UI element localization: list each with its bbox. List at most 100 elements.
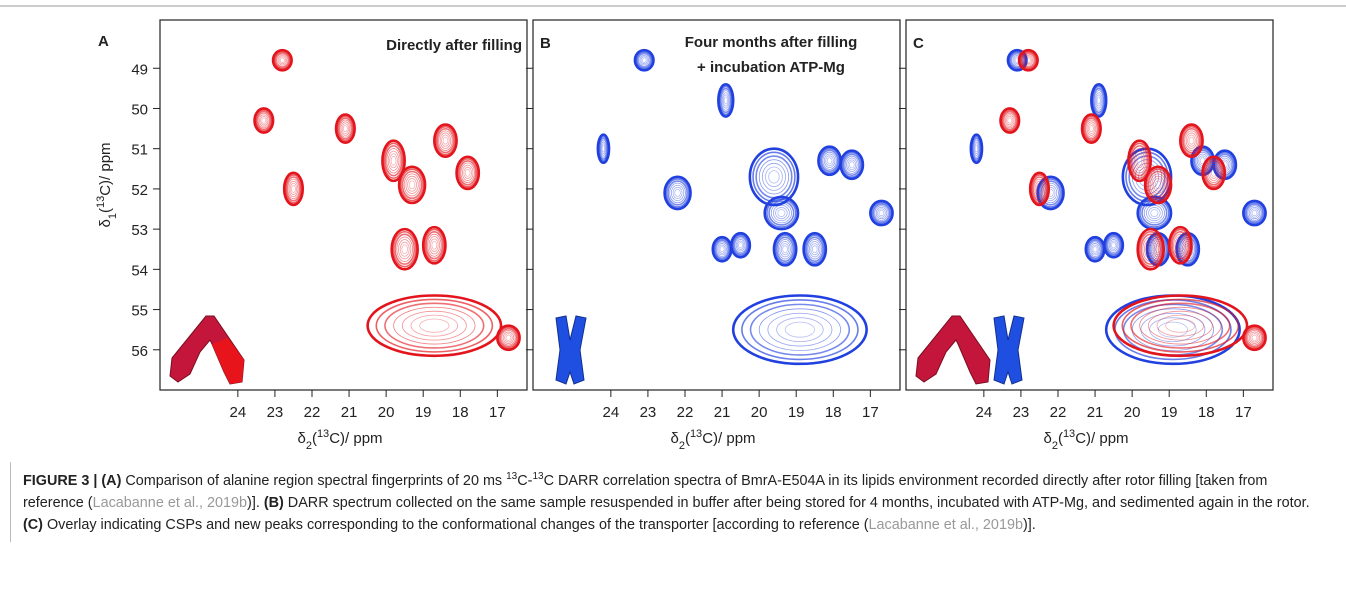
peak-contour	[639, 54, 650, 66]
peak-contour	[1250, 333, 1259, 343]
x-tick-label: 22	[1050, 404, 1067, 421]
caption-link[interactable]: Lacabanne et al., 2019b	[92, 495, 248, 511]
peak-contour	[1080, 113, 1102, 144]
peak-contour	[339, 119, 352, 138]
peak-contour	[389, 153, 398, 169]
peak-contour	[822, 151, 837, 170]
peak-contour	[461, 164, 474, 181]
peak-contour	[1035, 182, 1044, 195]
peak-contour	[1245, 203, 1264, 223]
peak-contour	[334, 113, 356, 144]
peak-contour	[1082, 115, 1101, 142]
peak-contour	[844, 155, 859, 174]
peak-contour	[826, 157, 833, 165]
peak-contour	[823, 153, 836, 168]
peak-contour	[1085, 119, 1098, 138]
peak-contour	[398, 239, 412, 260]
peak-contour	[1030, 174, 1049, 204]
spectrum	[999, 48, 1267, 358]
caption-link[interactable]: Lacabanne et al., 2019b	[868, 517, 1023, 533]
peak-contour	[1086, 121, 1097, 136]
x-tick-label: 24	[976, 404, 993, 421]
peak-contour	[1037, 184, 1042, 193]
peak-contour	[640, 56, 648, 65]
peak-contour	[1133, 150, 1146, 171]
peak-contour	[1207, 164, 1220, 181]
peak-contour	[1209, 166, 1218, 179]
peak-contour	[1167, 225, 1193, 265]
peak-contour	[1083, 117, 1100, 140]
peak-contour	[1156, 314, 1205, 337]
y-tick-label: 52	[131, 182, 148, 199]
caption-sup: 13	[506, 471, 518, 483]
peak-contour	[1145, 168, 1171, 202]
peak-contour	[1108, 239, 1119, 252]
protein-icons	[169, 315, 1025, 385]
peak-contour	[730, 231, 752, 259]
peak-contour	[776, 317, 824, 343]
peak-contour	[278, 56, 286, 65]
peak-contour	[277, 54, 288, 66]
peak-contour	[973, 141, 980, 156]
peak-contour	[1138, 230, 1163, 268]
x-tick-label: 20	[1124, 404, 1141, 421]
y-axis-label: δ1(13C)/ ppm	[95, 142, 119, 227]
peak-contour	[670, 184, 685, 202]
peak-contour	[254, 109, 273, 132]
peak-contour	[340, 121, 351, 136]
peak-contour	[394, 233, 416, 265]
peak-contour	[1248, 206, 1261, 220]
peak-contour	[770, 202, 792, 224]
x-tick-label: 17	[1235, 404, 1252, 421]
panel-frame	[159, 19, 528, 391]
protein-icon-red	[915, 315, 991, 385]
y-axis-label-part: 1	[107, 213, 119, 219]
peak-contour	[811, 245, 818, 254]
x-tick-label: 19	[788, 404, 805, 421]
protein-icon-red-part	[212, 338, 244, 384]
peak-contour	[1184, 130, 1199, 151]
peak-contour	[807, 239, 822, 260]
peak-contour	[282, 171, 305, 207]
peak-contour	[1003, 112, 1016, 129]
peak-contour	[439, 132, 452, 149]
peak-contour	[1173, 233, 1188, 257]
peak-contour	[1151, 175, 1165, 194]
peak-contour	[776, 236, 795, 262]
caption-text: DARR spectrum collected on the same samp…	[283, 495, 1310, 511]
peak-contour	[723, 96, 728, 105]
peak-contour	[396, 236, 413, 262]
peak-contour	[279, 57, 285, 63]
spectrum	[253, 48, 521, 358]
peak-contour	[1130, 145, 1149, 177]
peak-contour	[1149, 173, 1167, 197]
peak-contour	[455, 155, 481, 191]
peak-contour	[1028, 171, 1051, 207]
peak-contour	[1006, 48, 1028, 72]
peak-contour	[718, 85, 734, 116]
peak-contour	[674, 188, 681, 197]
peak-contour	[841, 151, 863, 178]
panel-title: Directly after filling	[386, 37, 522, 54]
peak-contour	[1129, 142, 1151, 180]
peak-contour	[1105, 235, 1122, 255]
peak-contour	[427, 233, 442, 257]
peak-contour	[390, 155, 397, 166]
peak-contour	[1144, 239, 1158, 260]
peak-contour	[1091, 244, 1099, 254]
peak-contour	[1176, 238, 1185, 252]
x-tick-label: 22	[304, 404, 321, 421]
panel-label: A	[98, 33, 109, 50]
peak-contour	[274, 51, 290, 69]
peak-contour	[1086, 237, 1104, 261]
peak-contour	[768, 200, 795, 226]
peak-contour	[260, 115, 268, 126]
x-tick-label: 24	[230, 404, 247, 421]
x-axis-label: δ2(13C)/ ppm	[1043, 428, 1128, 452]
peak-contour	[598, 137, 609, 160]
y-tick-label: 53	[131, 222, 148, 239]
peak-contour	[499, 327, 518, 348]
caption-bold: (C)	[23, 517, 43, 533]
x-tick-label: 20	[751, 404, 768, 421]
